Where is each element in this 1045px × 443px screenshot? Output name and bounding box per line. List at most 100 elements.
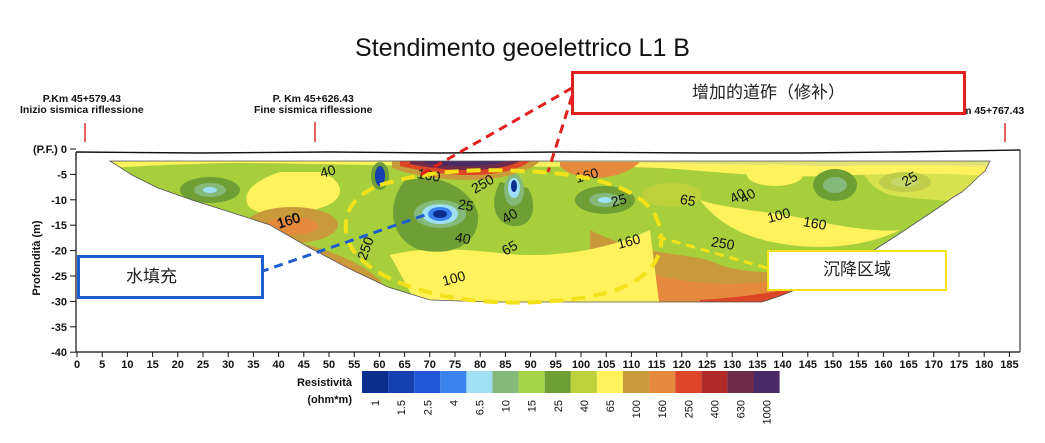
legend-value: 65	[605, 400, 617, 412]
legend-swatch	[623, 371, 650, 393]
legend-swatch	[701, 371, 728, 393]
x-tick-label: 20	[172, 359, 184, 371]
legend-value: 2.5	[422, 400, 434, 415]
x-tick-label: 135	[748, 359, 766, 371]
x-tick-label: 55	[348, 359, 360, 371]
contour-label: 40	[454, 229, 472, 247]
chainage-mid-km: P. Km 45+626.43	[272, 93, 354, 105]
legend-value: 160	[657, 400, 669, 418]
resistivity-legend: 1 1.5 2.5 4 6.5 10 15 25 40 65 100 160 250 400 630 1000	[362, 371, 780, 424]
chainage-mid-note: Fine sismica riflessione	[254, 104, 373, 116]
legend-swatch	[570, 371, 597, 393]
x-tick-label: 155	[849, 359, 867, 371]
x-tick-label: 80	[474, 359, 486, 371]
legend-swatch	[753, 371, 780, 393]
x-tick-label: 5	[99, 359, 105, 371]
contour-label: 160	[615, 230, 642, 252]
chart-title: Stendimento geoelettrico L1 B	[355, 34, 690, 62]
legend-value: 250	[683, 400, 695, 418]
x-tick-label: 35	[247, 359, 259, 371]
x-tick-label: 90	[524, 359, 536, 371]
x-tick-label: 185	[1000, 359, 1018, 371]
y-tick-label: -30	[51, 296, 67, 308]
x-tick-label: 15	[146, 359, 158, 371]
contour-label: 100	[440, 267, 467, 289]
legend-swatch	[414, 371, 441, 393]
contour-label: 65	[679, 191, 697, 209]
legend-value: 1000	[762, 400, 774, 424]
chainage-end: P. Km 45+767.43	[943, 106, 1024, 117]
contour-label: 25	[609, 190, 628, 210]
contour-label: 250	[710, 233, 736, 253]
legend-swatch	[466, 371, 493, 393]
legend-title-line2: (ohm*m)	[307, 394, 352, 406]
water-annotation-box: 水填充	[77, 255, 264, 299]
y-tick-label: -40	[51, 347, 67, 359]
x-tick-label: 50	[323, 359, 335, 371]
x-tick-label: 140	[773, 359, 791, 371]
contour-label: 40	[727, 185, 749, 207]
x-tick-label: 60	[373, 359, 385, 371]
legend-value: 6.5	[474, 400, 486, 415]
x-tick-label: 120	[673, 359, 691, 371]
x-tick-label: 160	[874, 359, 892, 371]
x-tick-label: 150	[824, 359, 842, 371]
x-tick-label: 110	[623, 359, 641, 371]
settlement-zone-outline	[343, 168, 664, 305]
legend-value: 1.5	[396, 400, 408, 415]
x-tick-label: 85	[499, 359, 511, 371]
settlement-annotation-box: 沉降区域	[767, 250, 947, 291]
contour-label: 25	[457, 196, 475, 214]
chainage-end-km: P. Km 45+767.43	[943, 105, 1025, 117]
legend-swatch	[544, 371, 571, 393]
x-tick-label: 40	[272, 359, 284, 371]
x-axis: 0 5 10 15 20 25 30 35 40 45 50 55 60 65 70 75 80 85 90 95 10…	[74, 352, 1019, 371]
legend-value: 15	[527, 400, 539, 412]
legend-value: 10	[501, 400, 513, 412]
ground-surface	[75, 122, 1021, 353]
contour-label: 40	[499, 205, 521, 227]
annotation-leaders	[259, 86, 768, 274]
chainage-start-km: P.Km 45+579.43	[42, 93, 122, 105]
legend-value: 40	[579, 400, 591, 412]
x-tick-label: 170	[925, 359, 943, 371]
y-axis: (P.F.) 0 -5 -10 -15 -20 -25 -30 -35 -40	[33, 144, 76, 359]
contour-label: 40	[318, 161, 337, 181]
legend-value: 1	[370, 400, 382, 406]
ballast-annotation-box: 增加的道砟（修补）	[571, 71, 966, 115]
x-tick-label: 10	[121, 359, 133, 371]
x-tick-label: 45	[298, 359, 310, 371]
x-tick-label: 180	[975, 359, 993, 371]
x-tick-label: 175	[950, 359, 968, 371]
legend-swatch	[492, 371, 519, 393]
legend-title-line1: Resistività	[297, 377, 353, 389]
legend-value: 4	[448, 400, 460, 406]
chainage-start-note: Inizio sismica riflessione	[20, 104, 144, 116]
legend-swatch	[388, 371, 415, 393]
legend-swatch	[518, 371, 545, 393]
x-tick-label: 130	[723, 359, 741, 371]
contour-label: 160	[802, 213, 828, 233]
chainage-start: P.Km 45+579.43 Inizio sismica riflession…	[20, 94, 144, 116]
x-tick-label: 100	[572, 359, 590, 371]
y-tick-label: -25	[51, 271, 67, 283]
y-axis-label: Profondità (m)	[31, 220, 43, 295]
x-tick-label: 25	[197, 359, 209, 371]
x-tick-label: 145	[799, 359, 817, 371]
legend-value: 630	[735, 400, 747, 418]
x-tick-label: 0	[74, 359, 80, 371]
legend-value: 400	[709, 400, 721, 418]
y-tick-label: -10	[51, 195, 67, 207]
legend-swatch	[440, 371, 467, 393]
x-tick-label: 165	[899, 359, 917, 371]
x-tick-label: 95	[550, 359, 562, 371]
contour-label: 25	[899, 168, 921, 190]
x-tick-label: 70	[424, 359, 436, 371]
legend-value: 25	[553, 400, 565, 412]
y-tick-label: -15	[51, 220, 67, 232]
contour-label: 160	[573, 164, 600, 186]
legend-swatch	[596, 371, 623, 393]
x-tick-label: 125	[698, 359, 716, 371]
y-tick-label: -35	[51, 322, 67, 334]
